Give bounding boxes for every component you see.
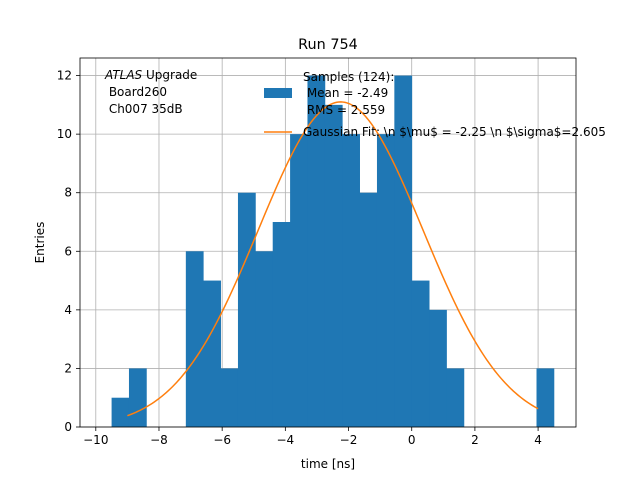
x-tick-label: −2: [340, 433, 358, 447]
histogram-bar: [290, 134, 308, 427]
annotation-line-3: Ch007 35dB: [105, 102, 183, 116]
histogram-bar: [394, 75, 413, 428]
x-tick-label: −8: [150, 433, 168, 447]
histogram-bar: [185, 251, 204, 427]
y-tick-label: 2: [64, 361, 72, 375]
histogram-bar: [429, 309, 447, 427]
legend-histogram-handle: [264, 88, 292, 98]
y-tick-label: 8: [64, 186, 72, 200]
legend-fit-label: Gaussian Fit: \n $\mu$ = -2.25 \n $\sigm…: [303, 125, 606, 139]
chart-title: Run 754: [298, 37, 358, 53]
fit-curve-layer: [127, 101, 539, 417]
x-axis-label: time [ns]: [301, 457, 355, 471]
annotation-line-1: ATLAS Upgrade: [104, 68, 197, 82]
histogram-bar: [203, 280, 221, 427]
x-axis-ticks: −10 −8 −6 −4 −2 0 2 4: [83, 427, 542, 447]
histogram-bar: [307, 75, 326, 428]
histogram-bar: [272, 222, 291, 427]
y-tick-label: 10: [57, 127, 72, 141]
histogram-bar: [411, 280, 430, 427]
histogram-bar: [342, 134, 360, 427]
histogram-bar: [237, 192, 256, 427]
histogram-bar: [220, 368, 239, 427]
histogram-bar: [376, 134, 395, 427]
annotation-upgrade: Upgrade: [142, 68, 197, 82]
legend-histogram-line-2: Mean = -2.49: [303, 86, 388, 100]
histogram-bar: [255, 251, 274, 427]
y-axis-ticks: 0 2 4 6 8 10 12: [57, 69, 80, 434]
histogram-bar: [324, 104, 343, 427]
gaussian-fit-line: [127, 101, 539, 417]
y-axis-label: Entries: [33, 222, 47, 264]
y-tick-label: 0: [64, 420, 72, 434]
legend-histogram-line-1: Samples (124):: [303, 70, 394, 84]
legend: Samples (124): Mean = -2.49 RMS = 2.559 …: [264, 70, 606, 139]
y-tick-label: 4: [64, 303, 72, 317]
atlas-annotation: ATLAS Upgrade Board260 Ch007 35dB: [104, 68, 197, 116]
histogram-bar: [446, 368, 465, 427]
plot-frame: [79, 57, 577, 428]
x-tick-label: 4: [534, 433, 542, 447]
x-tick-label: 0: [408, 433, 416, 447]
x-tick-label: −10: [83, 433, 108, 447]
y-tick-label: 6: [64, 244, 72, 258]
x-tick-label: −4: [276, 433, 294, 447]
y-tick-label: 12: [57, 69, 72, 83]
histogram-bar: [111, 397, 130, 427]
x-tick-label: 2: [471, 433, 479, 447]
histogram-bar: [536, 368, 555, 427]
annotation-atlas: ATLAS: [104, 68, 143, 82]
annotation-line-2: Board260: [105, 85, 167, 99]
x-tick-label: −6: [213, 433, 231, 447]
legend-histogram-line-3: RMS = 2.559: [303, 103, 385, 117]
histogram-bar: [128, 368, 147, 427]
histogram-bars: [111, 75, 555, 428]
histogram-bar: [359, 192, 378, 427]
